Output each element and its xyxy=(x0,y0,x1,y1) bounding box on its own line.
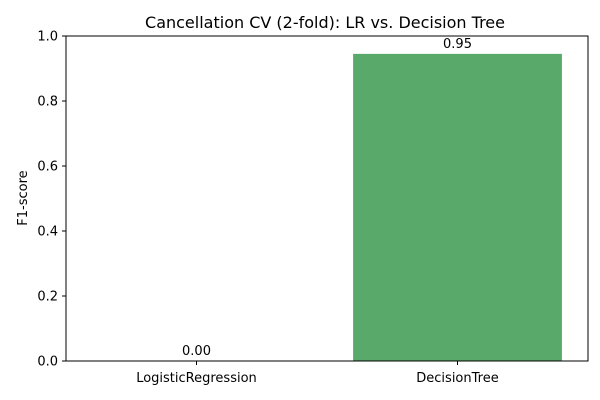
y-tick-label: 0.8 xyxy=(37,95,58,110)
y-tick-label: 0.2 xyxy=(37,290,58,305)
x-axis-ticks: LogisticRegression DecisionTree xyxy=(136,361,499,386)
x-tick-label-LogisticRegression: LogisticRegression xyxy=(136,371,257,386)
chart-title: Cancellation CV (2-fold): LR vs. Decisio… xyxy=(145,13,505,32)
y-tick-label: 0.4 xyxy=(37,225,58,240)
data-label-LogisticRegression: 0.00 xyxy=(182,344,211,359)
x-tick-label-DecisionTree: DecisionTree xyxy=(416,371,498,386)
data-label-DecisionTree: 0.95 xyxy=(443,37,472,52)
data-labels-group: 0.00 0.95 xyxy=(182,37,472,359)
y-axis-label: F1-score xyxy=(16,170,31,225)
plot-area-frame xyxy=(65,35,589,362)
y-tick-label: 0.0 xyxy=(37,355,58,370)
y-axis-ticks: 0.0 0.2 0.4 0.6 0.8 1.0 xyxy=(37,30,66,370)
y-tick-label: 1.0 xyxy=(37,30,58,45)
bars-group xyxy=(353,53,562,361)
bar-DecisionTree xyxy=(353,53,562,361)
y-tick-label: 0.6 xyxy=(37,160,58,175)
